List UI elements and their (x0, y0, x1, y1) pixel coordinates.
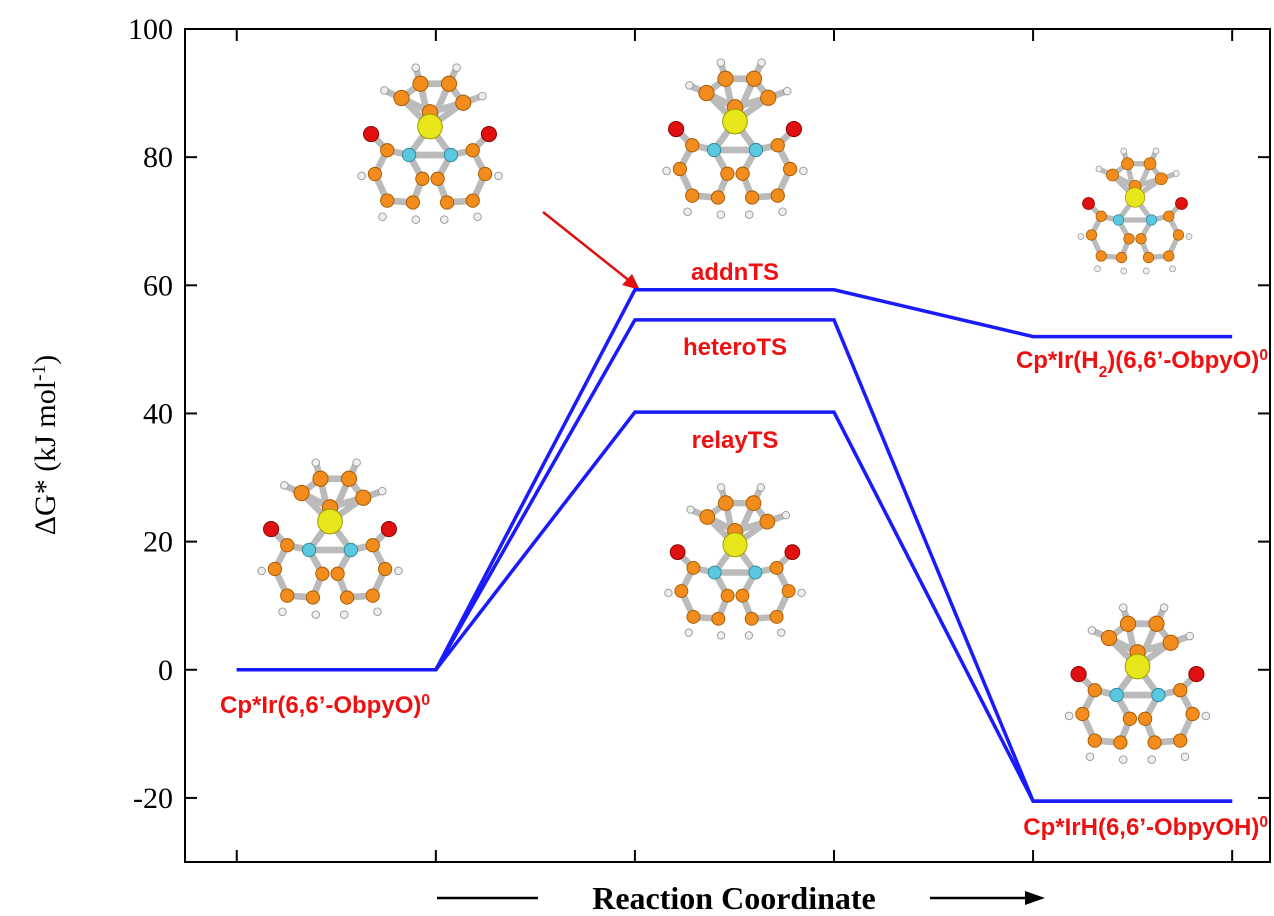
x-axis-title: Reaction Coordinate (437, 880, 1045, 916)
axis-arrowhead (1025, 891, 1045, 905)
label-part: addnTS (691, 259, 779, 286)
label-part: 0 (1259, 347, 1268, 364)
y-tick-label: 60 (143, 269, 173, 302)
y-tick-label: 0 (158, 654, 173, 687)
label-part: Cp*Ir(6,6’-ObpyO) (220, 692, 421, 719)
energy-profile (237, 412, 1232, 801)
label-part: ΔG* (kJ mol (29, 381, 62, 535)
label-part: Cp*Ir(H (1016, 347, 1099, 374)
energy-profile (237, 320, 1232, 801)
annotation: Cp*IrH(6,6’-ObpyOH)0 (1023, 814, 1268, 842)
y-tick-label: 80 (143, 141, 173, 174)
annotation: heteroTS (683, 334, 787, 361)
molecule (358, 64, 502, 224)
label-part: relayTS (692, 427, 779, 454)
x-axis-label: Reaction Coordinate (592, 880, 876, 916)
label-part: heteroTS (683, 334, 787, 361)
annotation: Cp*Ir(H2)(6,6’-ObpyO)0 (1016, 347, 1268, 381)
pointer-arrow (543, 212, 636, 286)
chart: Reaction Coordinate -20020406080100ΔG* (… (0, 0, 1274, 916)
annotation: relayTS (692, 427, 779, 454)
y-axis-label: ΔG* (kJ mol-1) (29, 355, 63, 536)
label-part: 0 (421, 692, 430, 709)
annotation: Cp*Ir(6,6’-ObpyO)0 (220, 692, 430, 720)
label-part: 2 (1099, 364, 1108, 381)
y-tick-label: 40 (143, 397, 173, 430)
y-tick-label: -20 (133, 782, 173, 815)
molecule (1078, 148, 1192, 274)
label-part: -1 (29, 365, 50, 381)
y-tick-label: 20 (143, 526, 173, 559)
molecule (663, 59, 807, 219)
y-tick-label: 100 (128, 13, 173, 46)
label-part: )(6,6’-ObpyO) (1107, 347, 1259, 374)
molecule (1065, 604, 1209, 764)
molecule (665, 484, 806, 639)
label-part: Cp*IrH(6,6’-ObpyOH) (1023, 814, 1259, 841)
annotation: addnTS (691, 259, 779, 286)
label-part: 0 (1259, 814, 1268, 831)
label-part: ) (29, 355, 62, 365)
molecule (258, 459, 402, 619)
